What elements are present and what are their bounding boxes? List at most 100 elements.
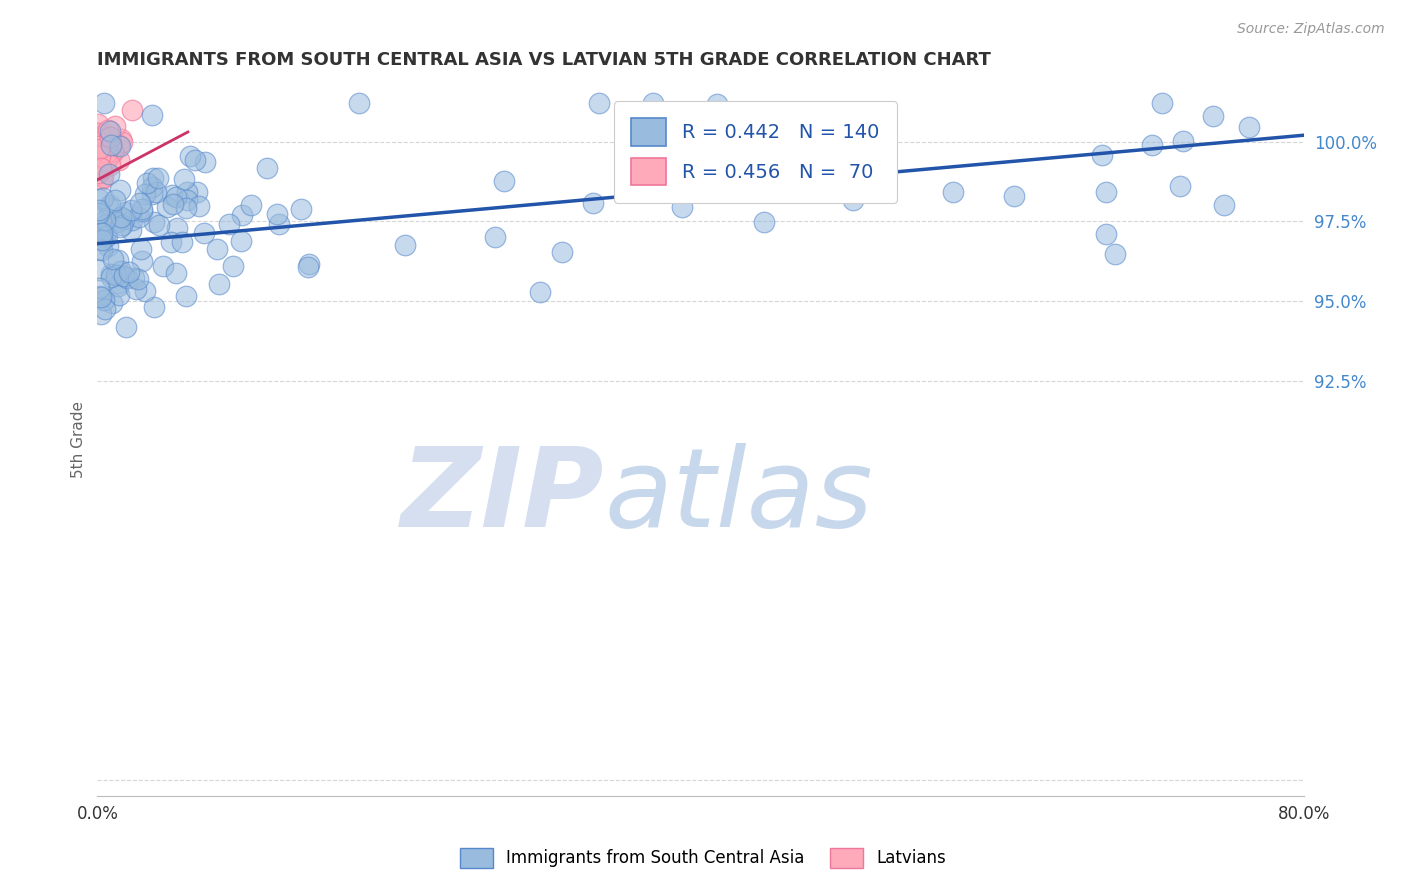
Point <box>1213 198 1236 212</box>
Point <box>87 155 110 169</box>
Point <box>100 267 122 281</box>
Point <box>131 202 153 216</box>
Point <box>193 226 215 240</box>
Point <box>173 171 195 186</box>
Point <box>96 137 118 152</box>
Point <box>108 220 131 235</box>
Point <box>87 139 110 153</box>
Point <box>90 136 112 150</box>
Point <box>89 136 111 151</box>
Point <box>148 218 170 232</box>
Point <box>129 242 152 256</box>
Point <box>87 126 110 140</box>
Point <box>156 200 179 214</box>
Point <box>87 145 110 159</box>
Point <box>97 123 120 137</box>
Point <box>87 281 110 295</box>
Point <box>492 174 515 188</box>
Point <box>98 198 121 212</box>
Point <box>101 143 124 157</box>
Point <box>105 268 128 282</box>
Point <box>100 270 122 285</box>
Point <box>90 136 112 150</box>
Point <box>94 127 117 141</box>
Point <box>107 252 129 267</box>
Point <box>87 144 110 158</box>
Point <box>91 171 114 186</box>
Point <box>104 215 127 229</box>
Y-axis label: 5th Grade: 5th Grade <box>72 401 86 478</box>
Point <box>186 185 208 199</box>
Point <box>91 170 114 185</box>
Point <box>87 155 110 169</box>
Point <box>105 215 128 229</box>
Text: atlas: atlas <box>605 443 873 550</box>
Point <box>114 205 136 219</box>
Point <box>176 194 198 208</box>
Point <box>108 139 131 153</box>
Point <box>128 211 150 225</box>
Point <box>94 302 117 317</box>
Point <box>110 210 132 224</box>
Point <box>90 148 112 162</box>
Point <box>93 130 115 145</box>
Point <box>152 260 174 274</box>
Point <box>666 182 689 196</box>
Text: IMMIGRANTS FROM SOUTH CENTRAL ASIA VS LATVIAN 5TH GRADE CORRELATION CHART: IMMIGRANTS FROM SOUTH CENTRAL ASIA VS LA… <box>97 51 991 69</box>
Point <box>121 103 143 117</box>
Point <box>267 217 290 231</box>
Point <box>484 230 506 244</box>
Point <box>131 204 153 219</box>
Point <box>94 156 117 170</box>
Point <box>108 276 131 290</box>
Point <box>87 153 110 167</box>
Point <box>120 202 142 217</box>
Point <box>93 293 115 307</box>
Point <box>91 226 114 240</box>
Point <box>256 161 278 176</box>
Point <box>842 193 865 207</box>
Point <box>125 282 148 296</box>
Point <box>107 153 129 167</box>
Point <box>184 153 207 167</box>
Point <box>94 144 117 158</box>
Point <box>141 179 163 194</box>
Point <box>98 201 121 215</box>
Point <box>1171 134 1194 148</box>
Point <box>93 156 115 170</box>
Point <box>90 139 112 153</box>
Point <box>97 238 120 252</box>
Point <box>89 143 111 157</box>
Point <box>96 229 118 244</box>
Point <box>91 190 114 204</box>
Point <box>1094 186 1116 200</box>
Point <box>145 185 167 199</box>
Point <box>706 96 728 111</box>
Point <box>208 277 231 291</box>
Point <box>90 156 112 170</box>
Point <box>91 133 114 147</box>
Point <box>297 260 319 275</box>
Point <box>91 168 114 182</box>
Point <box>89 159 111 173</box>
Point <box>1239 120 1261 134</box>
Point <box>108 183 131 197</box>
Point <box>89 289 111 303</box>
Point <box>90 290 112 304</box>
Point <box>87 151 110 165</box>
Point <box>162 197 184 211</box>
Point <box>91 243 114 257</box>
Point <box>176 201 198 215</box>
Legend: Immigrants from South Central Asia, Latvians: Immigrants from South Central Asia, Latv… <box>453 841 953 875</box>
Point <box>103 144 125 158</box>
Point <box>94 158 117 172</box>
Point <box>90 307 112 321</box>
Point <box>551 245 574 260</box>
Point <box>94 147 117 161</box>
Point <box>97 215 120 229</box>
Point <box>142 171 165 186</box>
Point <box>104 193 127 207</box>
Point <box>231 208 253 222</box>
Point <box>141 108 163 122</box>
Point <box>93 137 115 152</box>
